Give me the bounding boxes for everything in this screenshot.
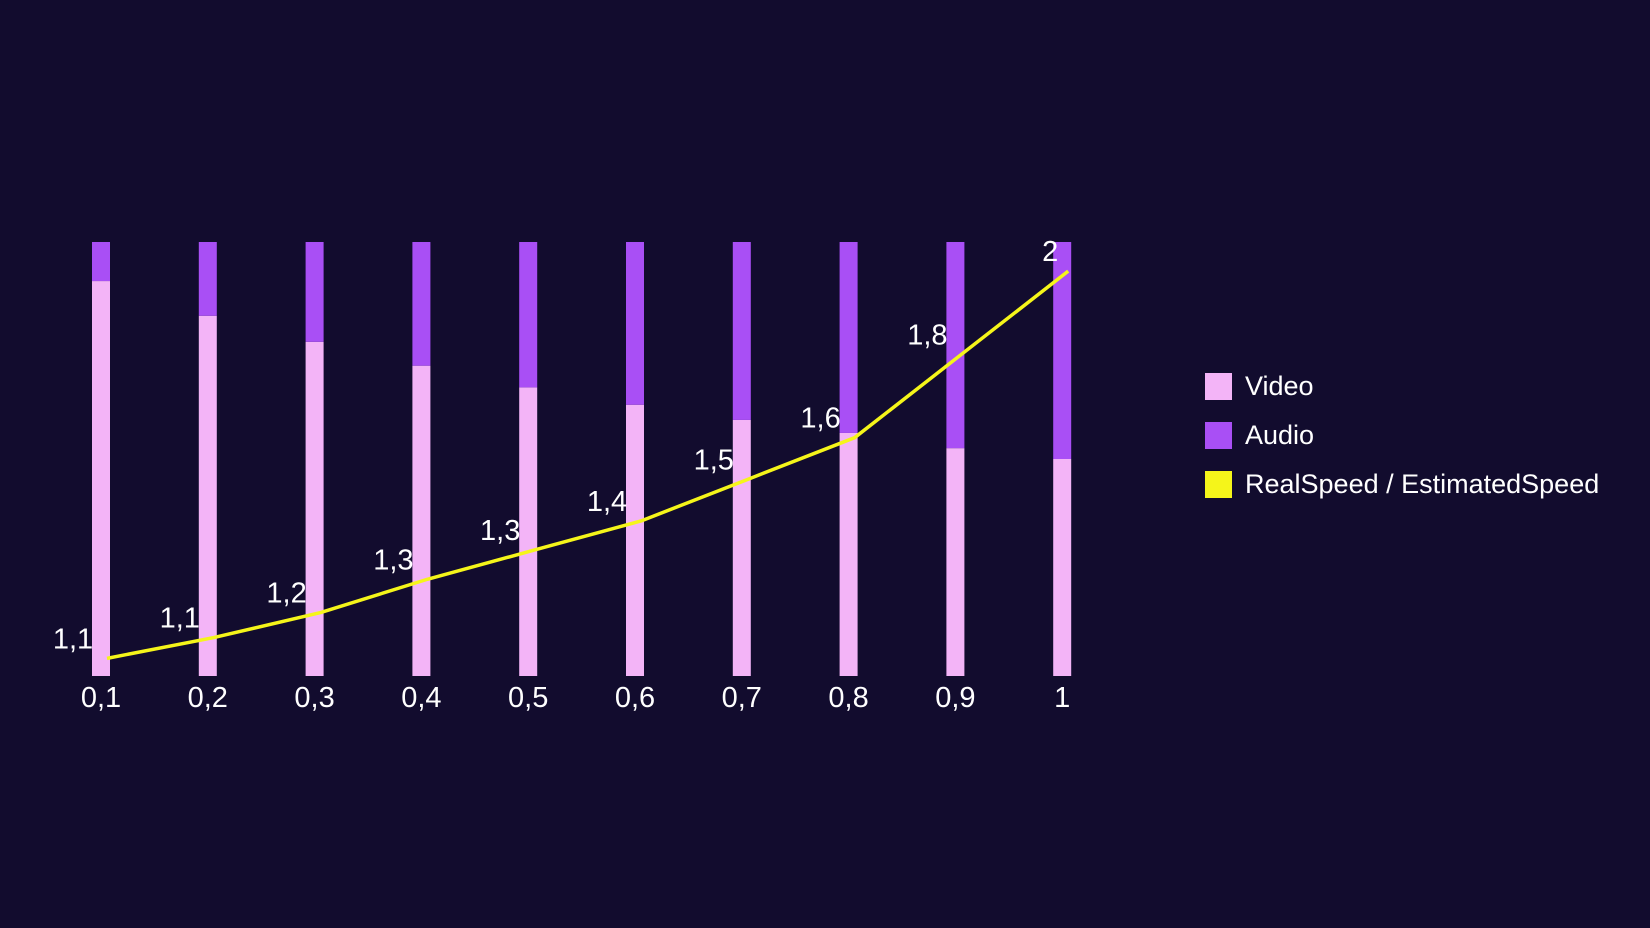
bar-audio-7 xyxy=(732,242,751,420)
legend-item-video: Video xyxy=(1205,362,1599,411)
speed-data-label-5: 1,3 xyxy=(480,515,520,547)
bar-audio-10 xyxy=(1053,242,1072,459)
bar-video-6 xyxy=(626,404,644,676)
legend: Video Audio RealSpeed / EstimatedSpeed xyxy=(1205,362,1599,509)
bar-audio-8 xyxy=(839,242,858,433)
bar-video-9 xyxy=(946,448,965,676)
legend-item-speed-ratio: RealSpeed / EstimatedSpeed xyxy=(1205,460,1599,509)
speed-data-label-10: 2 xyxy=(1042,236,1058,268)
speed-ratio-line xyxy=(106,269,1070,661)
bar-video-4 xyxy=(412,365,431,676)
legend-label-speed-ratio: RealSpeed / EstimatedSpeed xyxy=(1245,469,1600,499)
x-tick-label-1: 0,1 xyxy=(81,682,121,714)
bar-video-2 xyxy=(198,315,217,676)
speed-data-label-4: 1,3 xyxy=(373,544,413,576)
speed-data-label-6: 1,4 xyxy=(587,486,627,518)
x-tick-label-5: 0,5 xyxy=(508,682,548,714)
speed-data-label-9: 1,8 xyxy=(907,319,947,351)
bar-video-8 xyxy=(839,432,858,676)
legend-label-video: Video xyxy=(1245,371,1314,401)
x-tick-label-10: 1 xyxy=(1054,682,1070,714)
x-tick-label-7: 0,7 xyxy=(722,682,762,714)
bar-video-1 xyxy=(92,281,110,676)
x-tick-label-3: 0,3 xyxy=(294,682,334,714)
bar-audio-4 xyxy=(412,242,431,366)
speed-data-label-1: 1,1 xyxy=(53,623,93,655)
legend-swatch-video xyxy=(1205,373,1232,400)
speed-line-group xyxy=(106,269,1070,661)
legend-swatch-speed-ratio xyxy=(1205,471,1232,498)
speed-data-label-7: 1,5 xyxy=(694,444,734,476)
x-tick-label-6: 0,6 xyxy=(615,682,655,714)
legend-label-audio: Audio xyxy=(1245,420,1315,450)
legend-swatch-audio xyxy=(1205,422,1232,449)
bar-video-10 xyxy=(1053,459,1072,676)
speed-data-label-3: 1,2 xyxy=(266,578,306,610)
x-tick-label-4: 0,4 xyxy=(401,682,441,714)
x-tick-label-2: 0,2 xyxy=(188,682,228,714)
bar-audio-5 xyxy=(519,242,538,388)
x-tick-label-8: 0,8 xyxy=(828,682,868,714)
bar-audio-2 xyxy=(198,242,217,316)
bar-audio-6 xyxy=(626,242,644,405)
bar-video-7 xyxy=(732,419,751,676)
bar-video-5 xyxy=(519,387,538,676)
legend-item-audio: Audio xyxy=(1205,411,1599,460)
x-tick-labels: 0,1 0,2 0,3 0,4 0,5 0,6 0,7 0,8 0,9 1 xyxy=(81,682,1070,714)
bar-audio-3 xyxy=(305,242,324,342)
speed-data-labels: 1,1 1,1 1,2 1,3 1,3 1,4 1,5 1,6 1,8 2 xyxy=(53,236,1058,655)
speed-data-label-2: 1,1 xyxy=(160,603,200,635)
bar-audio-1 xyxy=(92,242,110,282)
speed-data-label-8: 1,6 xyxy=(800,403,840,435)
bar-audio-9 xyxy=(946,242,965,449)
x-tick-label-9: 0,9 xyxy=(935,682,975,714)
bar-video-3 xyxy=(305,341,324,676)
bars-group xyxy=(92,242,1072,676)
